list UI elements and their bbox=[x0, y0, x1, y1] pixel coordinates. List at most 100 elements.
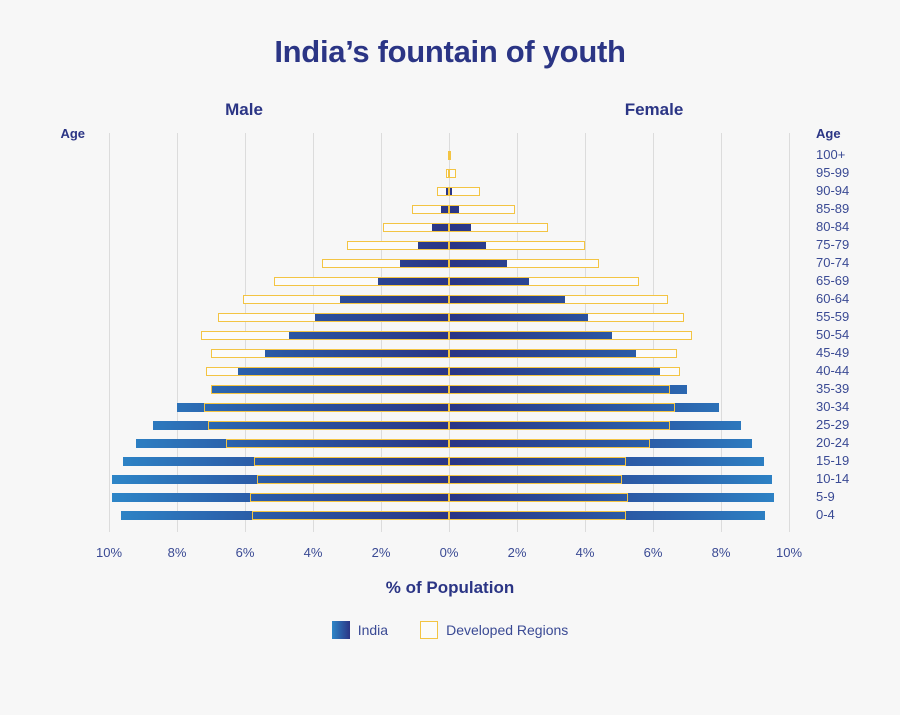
developed-outline-female bbox=[449, 421, 670, 430]
x-tick-label: 8% bbox=[167, 545, 187, 560]
developed-outline-male bbox=[437, 187, 449, 196]
india-bar-female bbox=[449, 511, 766, 520]
developed-outline-male bbox=[211, 385, 449, 394]
india-bar-male bbox=[446, 187, 449, 196]
male-label-text: Male bbox=[225, 100, 263, 119]
india-bar-female bbox=[449, 241, 487, 250]
age-label: 80-84 bbox=[816, 219, 850, 234]
india-bar-female bbox=[449, 259, 507, 268]
india-bar-male bbox=[177, 403, 449, 412]
developed-outline-female bbox=[449, 367, 681, 376]
india-bar-male bbox=[265, 349, 449, 358]
developed-outline-female bbox=[449, 151, 451, 160]
india-bar-female bbox=[449, 331, 613, 340]
india-bar-female bbox=[449, 457, 764, 466]
age-label: 15-19 bbox=[816, 453, 850, 468]
india-bar-male bbox=[136, 439, 449, 448]
age-label: 50-54 bbox=[816, 327, 850, 342]
developed-outline-male bbox=[226, 439, 449, 448]
india-bar-female bbox=[449, 205, 460, 214]
age-label: 55-59 bbox=[816, 309, 850, 324]
india-bar-female bbox=[449, 475, 772, 484]
x-tick-label: 0% bbox=[439, 545, 459, 560]
india-bar-male bbox=[120, 511, 449, 520]
gridline bbox=[109, 133, 110, 532]
x-tick-label: 6% bbox=[235, 545, 255, 560]
developed-outline-female bbox=[449, 259, 599, 268]
age-label: 45-49 bbox=[816, 345, 850, 360]
developed-outline-female bbox=[449, 187, 480, 196]
developed-outline-female bbox=[449, 457, 626, 466]
india-bar-male bbox=[399, 259, 449, 268]
chart-title: India’s fountain of youth bbox=[274, 34, 626, 69]
x-tick-label: 10% bbox=[775, 545, 803, 560]
age-label: 35-39 bbox=[816, 381, 850, 396]
age-label: 95-99 bbox=[816, 165, 850, 180]
age-label: 75-79 bbox=[816, 237, 850, 252]
age-label: 5-9 bbox=[816, 489, 835, 504]
developed-outline-female bbox=[449, 403, 676, 412]
india-bar-female bbox=[449, 385, 687, 394]
age-label: 0-4 bbox=[816, 507, 835, 522]
india-bar-male bbox=[418, 241, 449, 250]
developed-outline-male bbox=[256, 475, 449, 484]
developed-outline-male bbox=[445, 169, 449, 178]
developed-outline-female bbox=[449, 385, 670, 394]
india-bar-female bbox=[449, 493, 774, 502]
age-label: 70-74 bbox=[816, 255, 850, 270]
developed-swatch-icon bbox=[420, 621, 439, 639]
developed-outline-male bbox=[217, 313, 449, 322]
india-bar-male bbox=[432, 223, 449, 232]
developed-outline-female bbox=[449, 439, 650, 448]
developed-outline-female bbox=[449, 493, 628, 502]
x-tick-label: 2% bbox=[371, 545, 391, 560]
india-bar-male bbox=[340, 295, 449, 304]
age-label: 60-64 bbox=[816, 291, 850, 306]
legend-label-india: India bbox=[357, 622, 389, 638]
age-label: 25-29 bbox=[816, 417, 850, 432]
india-bar-female bbox=[449, 277, 529, 286]
developed-outline-male bbox=[411, 205, 449, 214]
india-bar-male bbox=[440, 205, 449, 214]
x-tick-label: 8% bbox=[711, 545, 731, 560]
india-bar-female bbox=[449, 367, 660, 376]
female-label-text: Female bbox=[624, 100, 684, 119]
age-label: 10-14 bbox=[816, 471, 850, 486]
age-label: 30-34 bbox=[816, 399, 850, 414]
age-label: 85-89 bbox=[816, 201, 850, 216]
developed-outline-female bbox=[449, 511, 626, 520]
age-label: 40-44 bbox=[816, 363, 850, 378]
gridline bbox=[177, 133, 178, 532]
developed-outline-female bbox=[449, 205, 516, 214]
india-bar-male bbox=[112, 493, 449, 502]
developed-outline-male bbox=[243, 295, 449, 304]
developed-outline-female bbox=[449, 349, 677, 358]
developed-outline-male bbox=[211, 349, 449, 358]
developed-outline-female bbox=[449, 331, 693, 340]
developed-outline-male bbox=[204, 403, 449, 412]
india-bar-male bbox=[238, 367, 449, 376]
india-swatch-icon bbox=[331, 621, 350, 639]
india-bar-male bbox=[314, 313, 449, 322]
age-axis-title-left: Age bbox=[60, 126, 85, 141]
developed-outline-female bbox=[449, 313, 684, 322]
developed-outline-female bbox=[449, 475, 623, 484]
developed-outline-male bbox=[253, 457, 449, 466]
india-bar-female bbox=[449, 223, 472, 232]
india-bar-female bbox=[449, 313, 589, 322]
developed-outline-female bbox=[449, 241, 585, 250]
developed-outline-male bbox=[273, 277, 449, 286]
india-bar-female bbox=[449, 349, 636, 358]
age-label: 20-24 bbox=[816, 435, 850, 450]
india-bar-female bbox=[449, 295, 565, 304]
x-tick-label: 6% bbox=[643, 545, 663, 560]
legend-item-india: India bbox=[331, 621, 389, 639]
x-tick-label: 10% bbox=[95, 545, 123, 560]
developed-outline-male bbox=[347, 241, 449, 250]
developed-outline-male bbox=[207, 421, 449, 430]
india-bar-female bbox=[449, 187, 453, 196]
developed-outline-female bbox=[449, 277, 640, 286]
age-label: 100+ bbox=[816, 147, 846, 162]
india-bar-male bbox=[211, 385, 449, 394]
